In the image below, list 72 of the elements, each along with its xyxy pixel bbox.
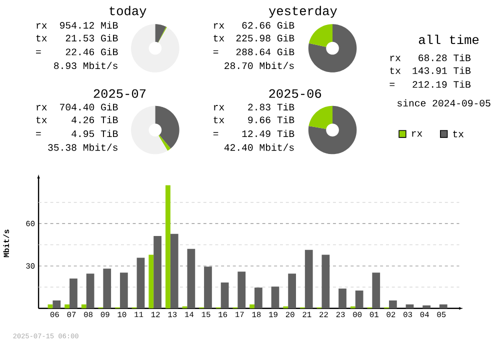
text: = xyxy=(213,50,218,54)
legend-label: rx xyxy=(412,131,422,137)
text: 42.40 Mbit/s xyxy=(224,144,294,151)
text: tx xyxy=(214,34,224,42)
text: rx xyxy=(36,105,47,110)
bar xyxy=(322,254,330,308)
text: 225.98 GiB xyxy=(236,34,294,42)
text: 954.12 MiB xyxy=(60,22,118,29)
text: 9.66 TiB xyxy=(248,116,294,124)
chart-title: 2025-06 xyxy=(269,89,322,98)
text: tx xyxy=(214,116,224,124)
text: 28.70 Mbit/s xyxy=(224,62,294,70)
bar xyxy=(120,272,128,308)
text: since 2024-09-05 xyxy=(398,99,490,107)
bar xyxy=(238,272,246,308)
bar xyxy=(148,254,154,308)
bar xyxy=(422,305,431,308)
bar xyxy=(355,290,364,308)
bar xyxy=(304,250,313,308)
bar xyxy=(64,304,70,308)
bar xyxy=(288,274,296,308)
text: 212.19 TiB xyxy=(412,80,471,88)
legend-label: tx xyxy=(453,130,464,138)
text: 8.93 Mbit/s xyxy=(54,62,118,70)
text: tx xyxy=(36,34,47,42)
text: 68.28 TiB xyxy=(418,54,471,62)
bar xyxy=(165,185,170,308)
text: rx xyxy=(214,105,224,110)
text: 22.46 GiB xyxy=(66,48,118,56)
bar xyxy=(254,288,262,308)
bar xyxy=(154,236,162,308)
text: 4.26 TiB xyxy=(72,116,118,124)
bar xyxy=(271,286,280,308)
bar xyxy=(52,300,61,308)
text: 143.91 TiB xyxy=(412,66,471,74)
bar xyxy=(170,234,178,308)
bar xyxy=(48,304,53,308)
bar xyxy=(439,304,448,308)
bar xyxy=(406,304,414,308)
bar xyxy=(220,282,229,308)
text: all time xyxy=(418,34,479,44)
text: 288.64 GiB xyxy=(236,48,294,56)
bar xyxy=(372,272,380,308)
text: = xyxy=(36,50,41,54)
text: = xyxy=(213,132,218,136)
text: 21.53 GiB xyxy=(66,34,118,42)
text: 62.66 GiB xyxy=(242,22,294,29)
text: = xyxy=(390,82,395,86)
text: rx xyxy=(36,23,47,29)
text: = xyxy=(36,132,41,136)
bar xyxy=(338,288,346,308)
text: 35.38 Mbit/s xyxy=(48,144,118,151)
bar xyxy=(388,300,397,308)
bar xyxy=(103,268,112,308)
bar xyxy=(136,258,145,308)
chart-title: 2025-07 xyxy=(94,89,146,98)
bar xyxy=(187,248,196,308)
text: rx xyxy=(214,23,224,29)
chart-title: yesterday xyxy=(268,6,337,18)
text: 4.95 TiB xyxy=(72,130,118,138)
chart-title: today xyxy=(110,6,146,18)
bar xyxy=(204,266,212,308)
bar xyxy=(86,274,94,308)
text: 12.49 TiB xyxy=(242,130,294,138)
text: tx xyxy=(36,116,47,124)
text: 2.83 TiB xyxy=(248,103,294,111)
bar xyxy=(250,304,254,308)
bar xyxy=(81,304,86,308)
text: tx xyxy=(390,67,401,74)
text: 704.40 GiB xyxy=(60,103,118,111)
text: rx xyxy=(390,56,401,62)
bar xyxy=(70,278,78,308)
